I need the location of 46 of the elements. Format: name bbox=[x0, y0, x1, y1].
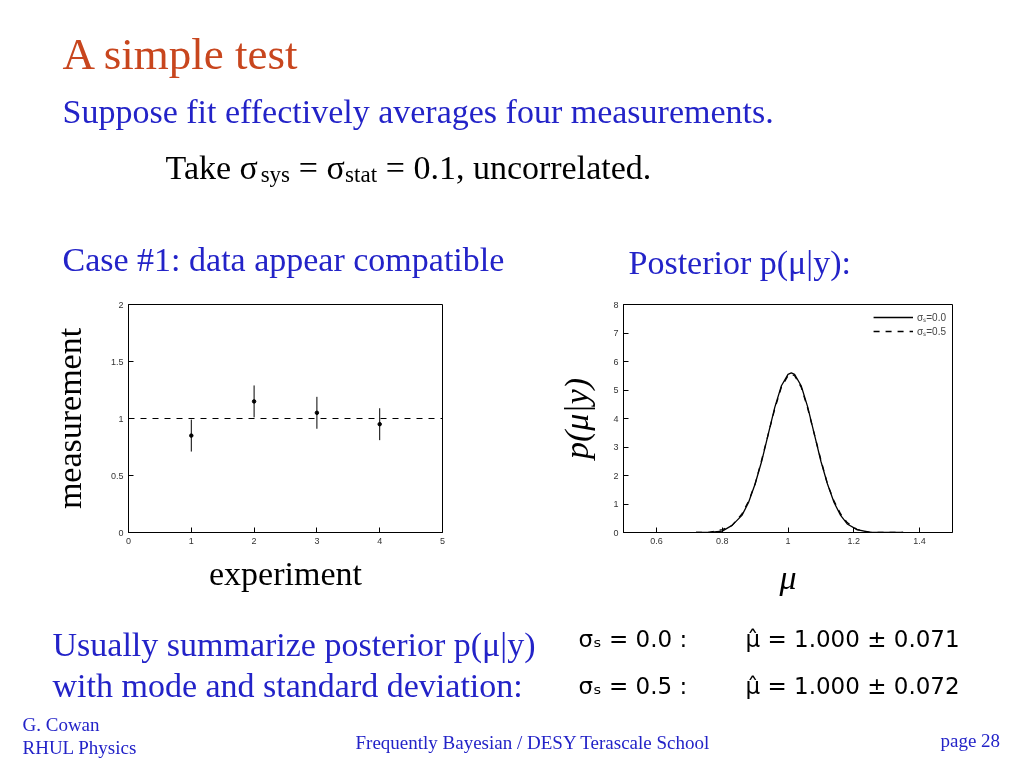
x-tick-label: 2 bbox=[251, 535, 257, 546]
x-axis-title: experiment bbox=[209, 554, 363, 592]
y-tick-label: 6 bbox=[613, 356, 619, 367]
x-tick-label: 1 bbox=[785, 535, 791, 546]
text: A simple test bbox=[62, 28, 298, 79]
text: μ̂ = 1.000 ± 0.071 bbox=[745, 625, 960, 652]
x-tick-label: 3 bbox=[314, 535, 320, 546]
text: σₛ = 0.0 : bbox=[578, 625, 688, 652]
text: μ̂ = 1.000 ± 0.072 bbox=[745, 672, 960, 699]
y-tick-label: 1 bbox=[118, 413, 124, 424]
text: Frequently Bayesian / DESY Terascale School bbox=[355, 732, 710, 753]
y-tick-label: 2 bbox=[118, 299, 124, 310]
text: RHUL Physics bbox=[22, 737, 137, 758]
y-tick-label: 0 bbox=[118, 527, 124, 538]
y-tick-label: 0 bbox=[613, 527, 619, 538]
y-tick-label: 5 bbox=[613, 385, 619, 395]
legend-label: σₛ=0.5 bbox=[917, 325, 946, 338]
text: with mode and standard deviation: bbox=[52, 667, 523, 704]
y-tick-label: 4 bbox=[613, 413, 619, 424]
legend-label: σₛ=0.0 bbox=[917, 311, 946, 324]
text: Suppose fit effectively averages four measurements. bbox=[62, 93, 774, 130]
x-tick-label: 1 bbox=[188, 535, 194, 546]
y-tick-label: 1.5 bbox=[110, 356, 124, 367]
text: Usually summarize posterior p(μ|y) bbox=[52, 626, 536, 664]
x-tick-label: 0 bbox=[126, 535, 132, 546]
x-axis-title: μ bbox=[778, 558, 797, 596]
y-tick-label: 2 bbox=[613, 470, 619, 481]
text: G. Cowan bbox=[22, 714, 101, 735]
y-axis-title: measurement bbox=[50, 327, 88, 510]
x-tick-label: 0.6 bbox=[650, 535, 663, 546]
x-tick-label: 1.4 bbox=[913, 535, 926, 546]
x-tick-label: 4 bbox=[377, 535, 383, 546]
chart-title: Case #1: data appear compatible bbox=[62, 240, 505, 278]
x-tick-label: 1.2 bbox=[847, 535, 861, 546]
chart-title: Posterior p(μ|y): bbox=[628, 243, 851, 282]
text: page 28 bbox=[940, 730, 1001, 751]
x-tick-label: 5 bbox=[440, 535, 446, 546]
y-tick-label: 7 bbox=[613, 328, 619, 338]
y-tick-label: 8 bbox=[613, 299, 619, 310]
y-axis-title: p(μ|y) bbox=[558, 377, 597, 462]
y-tick-label: 0.5 bbox=[110, 470, 124, 481]
x-tick-label: 0.8 bbox=[715, 535, 729, 546]
y-tick-label: 3 bbox=[613, 442, 619, 452]
text: σₛ = 0.5 : bbox=[578, 672, 688, 699]
y-tick-label: 1 bbox=[613, 499, 619, 509]
text: Take σsys = σstat = 0.1, uncorrelated. bbox=[165, 149, 652, 187]
